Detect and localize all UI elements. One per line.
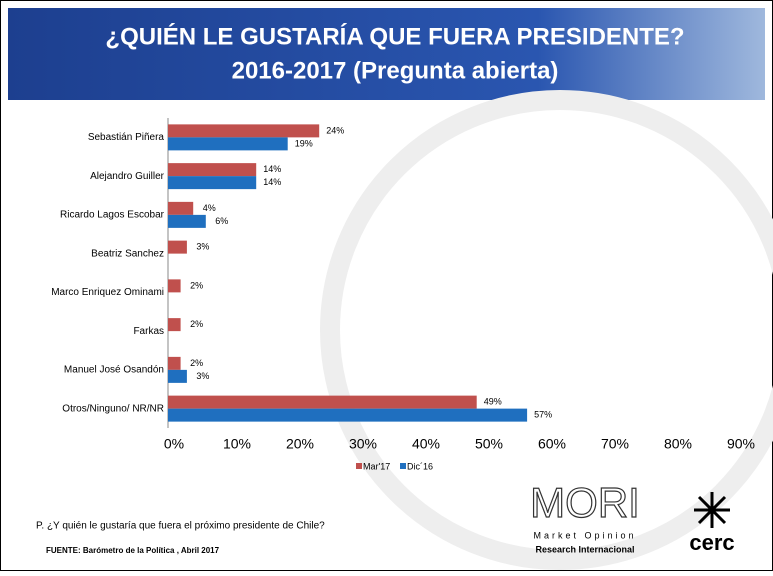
value-label: 2%: [190, 319, 203, 329]
bar: [168, 408, 528, 422]
x-tick-label: 70%: [601, 436, 629, 452]
bar: [168, 318, 181, 332]
y-tick-label: Marco Enriquez Ominami: [51, 287, 164, 298]
value-label: 2%: [190, 280, 203, 290]
y-tick-label: Manuel José Osandón: [64, 365, 164, 376]
x-tick-label: 20%: [286, 436, 314, 452]
value-label: 4%: [203, 203, 216, 213]
x-tick-label: 30%: [349, 436, 377, 452]
logo-cerc-mark: [694, 492, 730, 528]
x-tick-label: 90%: [727, 436, 755, 452]
bar: [168, 279, 181, 293]
subtitle: 2016-2017 (Pregunta abierta): [232, 57, 559, 84]
x-tick-label: 80%: [664, 436, 692, 452]
bar: [168, 356, 181, 370]
bar: [168, 124, 320, 138]
logo-mori-line2: Research Internacional: [535, 544, 634, 554]
bar: [168, 137, 288, 151]
legend-label: Mar'17: [363, 461, 390, 471]
logo-cerc: cerc: [689, 530, 734, 555]
logo-mori: MORI: [530, 479, 640, 526]
y-tick-label: Farkas: [133, 326, 164, 337]
title: ¿QUIÉN LE GUSTARÍA QUE FUERA PRESIDENTE?: [105, 22, 684, 50]
bar: [168, 395, 477, 409]
question: P. ¿Y quién le gustaría que fuera el pró…: [36, 521, 325, 532]
y-tick-label: Otros/Ninguno/ NR/NR: [62, 403, 164, 414]
bar: [168, 214, 206, 228]
value-label: 2%: [190, 358, 203, 368]
value-label: 6%: [215, 216, 228, 226]
value-label: 49%: [484, 397, 502, 407]
x-tick-label: 10%: [223, 436, 251, 452]
x-tick-label: 40%: [412, 436, 440, 452]
x-tick-label: 0%: [164, 436, 184, 452]
y-tick-label: Sebastián Piñera: [88, 132, 165, 143]
bar: [168, 240, 187, 254]
value-label: 14%: [263, 177, 281, 187]
legend-label: Dic´16: [407, 461, 433, 471]
x-tick-label: 60%: [538, 436, 566, 452]
value-label: 24%: [326, 125, 344, 135]
value-label: 3%: [196, 371, 209, 381]
source: FUENTE: Barómetro de la Política , Abril…: [46, 546, 220, 555]
value-label: 57%: [534, 410, 552, 420]
bar: [168, 369, 187, 383]
value-label: 14%: [263, 164, 281, 174]
y-tick-label: Ricardo Lagos Escobar: [60, 210, 165, 221]
watermark: [320, 90, 773, 570]
logo-mori-line1: Market Opinion: [533, 530, 636, 540]
header: [8, 8, 765, 100]
y-tick-label: Alejandro Guiller: [90, 171, 165, 182]
value-label: 3%: [196, 242, 209, 252]
bar: [168, 201, 194, 215]
bar: [168, 163, 257, 177]
y-tick-label: Beatriz Sanchez: [91, 248, 164, 259]
x-tick-label: 50%: [475, 436, 503, 452]
value-label: 19%: [295, 138, 313, 148]
legend-swatch: [356, 463, 362, 469]
legend-swatch: [400, 463, 406, 469]
bar: [168, 176, 257, 190]
